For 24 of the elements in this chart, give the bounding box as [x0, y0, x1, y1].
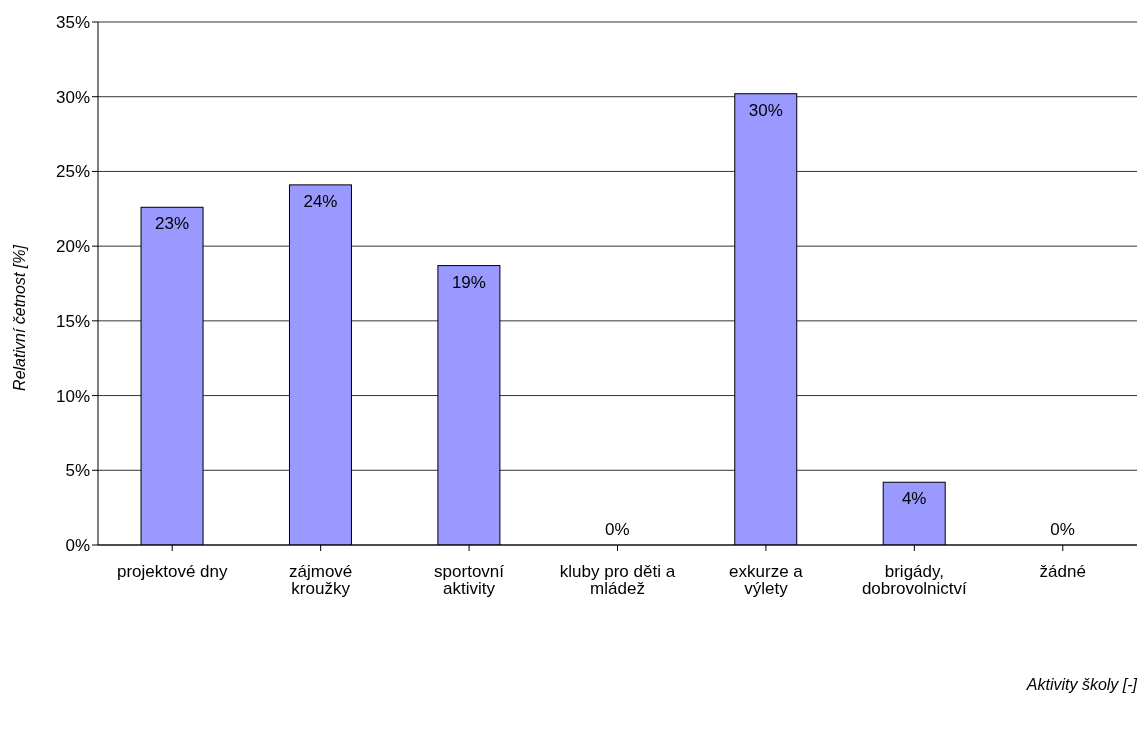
data-label: 23% [155, 214, 190, 234]
y-tick-label: 5% [65, 461, 90, 481]
data-label: 4% [901, 489, 927, 509]
x-tick-label: exkurze a výlety [729, 562, 804, 599]
x-tick-label: sportovní aktivity [434, 562, 505, 599]
x-tick-label: brigády, dobrovolnictví [861, 562, 968, 599]
y-tick-label: 15% [55, 311, 90, 331]
x-tick-label: zájmové kroužky [288, 562, 353, 599]
data-label: 19% [451, 272, 486, 292]
y-tick-label: 10% [55, 386, 90, 406]
y-tick-label: 25% [55, 162, 90, 182]
y-axis-title: Relativní četnost [%] [11, 245, 29, 391]
y-tick-label: 35% [55, 13, 90, 33]
data-label: 0% [605, 520, 630, 539]
y-tick-label: 0% [65, 536, 90, 556]
x-axis-title: Aktivity školy [-] [1026, 676, 1137, 694]
x-tick-label: projektové dny [116, 562, 228, 582]
data-label: 30% [748, 100, 783, 120]
y-tick-label: 30% [55, 87, 90, 107]
x-tick-label: kluby pro děti a mládež [559, 562, 676, 599]
x-tick-label: žádné [1039, 562, 1086, 582]
y-tick-label: 20% [55, 237, 90, 257]
data-label: 24% [303, 191, 338, 211]
data-label: 0% [1050, 520, 1075, 539]
